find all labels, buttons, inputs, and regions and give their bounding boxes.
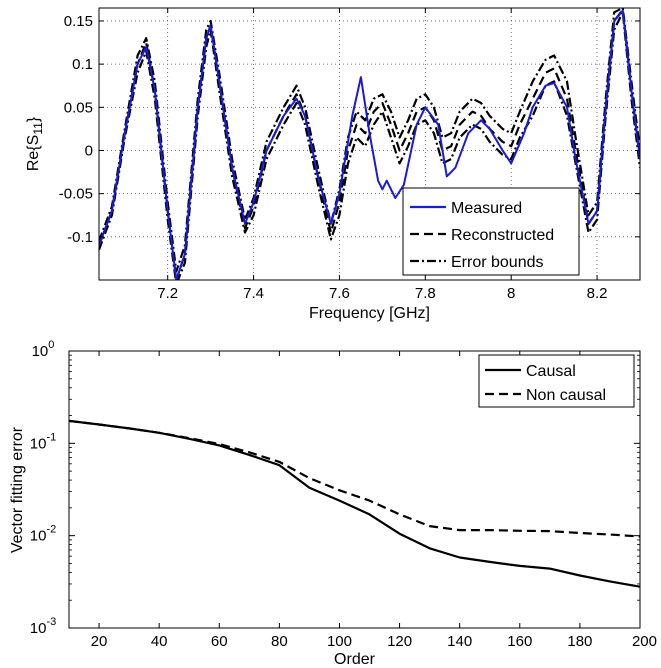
- bottom-x-tick-label: 80: [271, 633, 288, 650]
- top-x-tick-labels: 7.2 7.4 7.6 7.8 8 8.2: [157, 285, 607, 302]
- bottom-series-line-causal: [69, 419, 640, 588]
- bottom-x-tick-label: 180: [567, 633, 592, 650]
- bottom-x-tick-label: 160: [507, 633, 532, 650]
- bottom-series-line-non-causal: [69, 419, 640, 538]
- bottom-tick-marks: [69, 350, 641, 629]
- error-chart: 20 40 60 80 100 120 140 160 180 200 10-310-210-11…: [9, 339, 657, 668]
- bottom-x-axis-label: Order: [334, 651, 376, 668]
- top-series-lines: [99, 8, 640, 280]
- top-y-axis-label: Re{S11}: [25, 116, 45, 171]
- bottom-x-tick-label: 40: [151, 633, 168, 650]
- top-plot-frame: [98, 7, 641, 281]
- top-y-tick-label: -0.1: [67, 229, 93, 246]
- top-series-line-error-bound-lower: [99, 11, 640, 280]
- top-x-tick-label: 8: [507, 285, 515, 302]
- top-x-tick-label: 8.2: [587, 285, 608, 302]
- bottom-x-tick-labels: 20 40 60 80 100 120 140 160 180 200: [91, 633, 657, 650]
- bottom-legend-label: Non causal: [526, 387, 606, 404]
- bottom-x-tick-label: 140: [447, 633, 472, 650]
- bottom-legend-label: Causal: [526, 363, 576, 380]
- frequency-chart: 7.2 7.4 7.6 7.8 8 8.2 -0.1 -0.05 0 0.05 0.1 0.15 F…: [25, 7, 641, 322]
- bottom-y-tick-labels: 10-3 10-2 10-1 100: [30, 339, 56, 637]
- bottom-x-tick-label: 120: [387, 633, 412, 650]
- top-y-tick-label: 0.1: [72, 56, 93, 73]
- top-legend-label: Error bounds: [451, 254, 544, 271]
- top-legend-label: Measured: [451, 200, 522, 217]
- bottom-x-tick-label: 200: [632, 633, 657, 650]
- top-y-tick-label: 0.05: [64, 99, 93, 116]
- bottom-y-tick-label: 10-2: [30, 524, 56, 545]
- bottom-legend-box: [478, 354, 635, 408]
- top-legend: Measured Reconstructed Error bounds: [402, 187, 580, 276]
- top-series-line-measured: [99, 9, 640, 280]
- top-x-tick-label: 7.2: [157, 285, 178, 302]
- bottom-y-axis-label: Vector fitting error: [9, 426, 26, 553]
- top-x-tick-label: 7.8: [415, 285, 436, 302]
- top-x-tick-label: 7.6: [329, 285, 350, 302]
- bottom-y-tick-label: 10-1: [30, 431, 56, 452]
- top-legend-label: Reconstructed: [451, 227, 554, 244]
- top-y-tick-label: 0: [85, 142, 93, 159]
- bottom-y-tick-label: 100: [32, 339, 55, 360]
- top-y-tick-labels: -0.1 -0.05 0 0.05 0.1 0.15: [59, 13, 93, 246]
- bottom-series-lines: [69, 419, 640, 588]
- bottom-y-tick-label: 10-3: [30, 616, 56, 637]
- bottom-plot-frame: [68, 350, 641, 629]
- bottom-x-tick-label: 20: [91, 633, 108, 650]
- top-y-tick-label: 0.15: [64, 13, 93, 30]
- top-x-tick-label: 7.4: [243, 285, 264, 302]
- top-tick-marks: [99, 8, 640, 280]
- top-x-axis-label: Frequency [GHz]: [309, 305, 430, 322]
- bottom-x-tick-label: 100: [327, 633, 352, 650]
- top-y-tick-label: -0.05: [59, 186, 93, 203]
- bottom-legend: Causal Non causal: [478, 354, 635, 408]
- bottom-x-tick-label: 60: [211, 633, 228, 650]
